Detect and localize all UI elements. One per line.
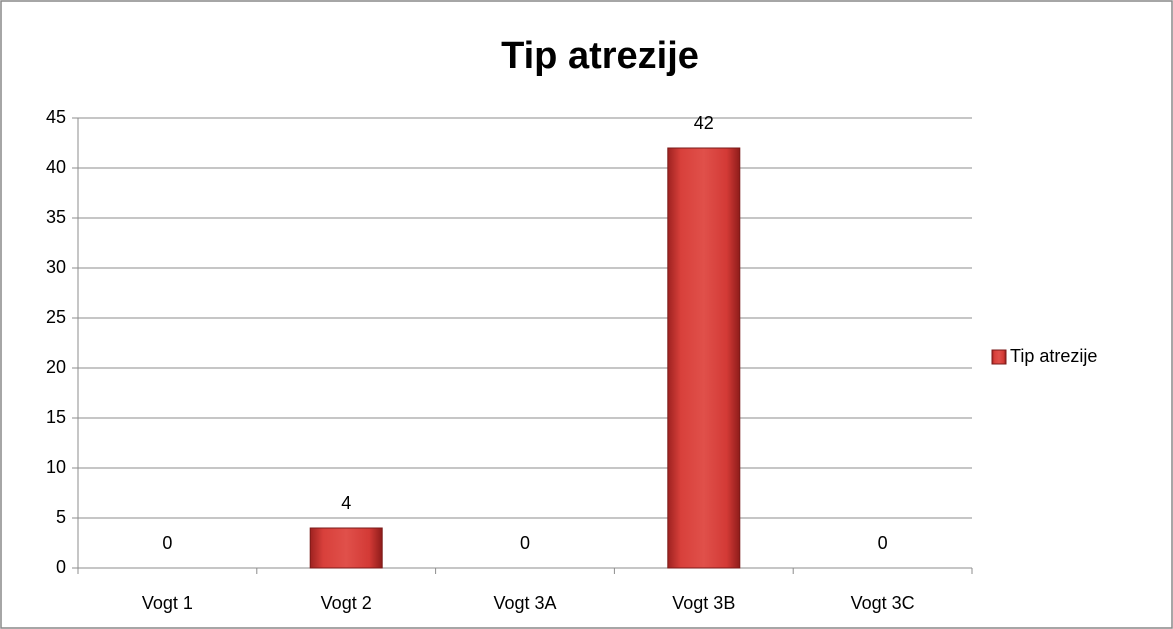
- x-tick-label: Vogt 3A: [493, 593, 556, 613]
- data-label: 0: [520, 533, 530, 553]
- y-tick-label: 0: [56, 557, 66, 577]
- bar: [667, 147, 741, 569]
- y-tick-label: 45: [46, 107, 66, 127]
- data-label: 4: [341, 493, 351, 513]
- y-tick-label: 30: [46, 257, 66, 277]
- y-tick-label: 25: [46, 307, 66, 327]
- legend-label: Tip atrezije: [1010, 346, 1097, 366]
- y-tick-label: 35: [46, 207, 66, 227]
- y-tick-label: 10: [46, 457, 66, 477]
- y-tick-label: 5: [56, 507, 66, 527]
- data-label: 42: [694, 113, 714, 133]
- x-tick-label: Vogt 2: [321, 593, 372, 613]
- legend-swatch: [991, 349, 1007, 365]
- bar: [309, 527, 383, 569]
- chart-title: Tip atrezije: [501, 35, 699, 77]
- data-label: 0: [162, 533, 172, 553]
- data-label: 0: [878, 533, 888, 553]
- x-tick-label: Vogt 1: [142, 593, 193, 613]
- y-tick-label: 40: [46, 157, 66, 177]
- x-tick-label: Vogt 3C: [851, 593, 915, 613]
- x-tick-label: Vogt 3B: [672, 593, 735, 613]
- y-tick-label: 20: [46, 357, 66, 377]
- y-tick-label: 15: [46, 407, 66, 427]
